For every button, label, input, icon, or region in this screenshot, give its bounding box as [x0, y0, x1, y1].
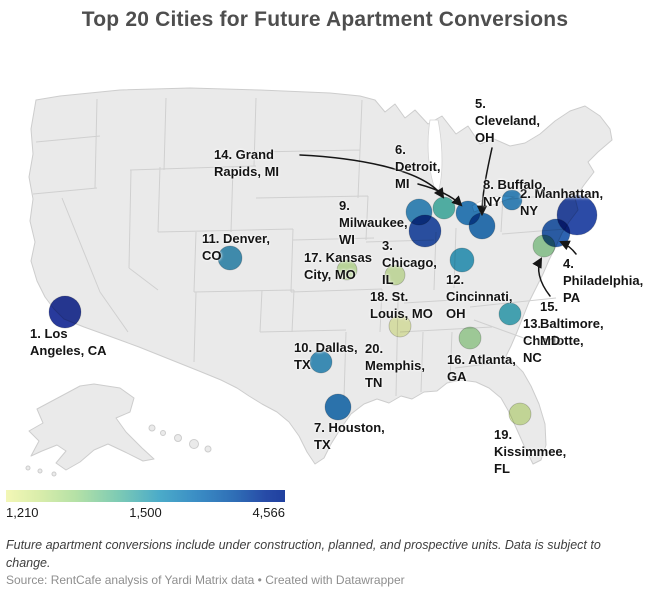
chart-source: Source: RentCafe analysis of Yardi Matri… [6, 573, 405, 587]
aleutian-island [51, 471, 57, 477]
city-circle-los-angeles-ca[interactable] [48, 295, 82, 329]
hawaii-island [204, 445, 212, 453]
alaska-shape [28, 383, 155, 471]
city-circle-atlanta-ga[interactable] [458, 326, 482, 350]
legend-labels: 1,210 1,500 4,566 [6, 505, 285, 520]
city-circle-houston-tx[interactable] [324, 393, 352, 421]
city-circle-buffalo-ny[interactable] [501, 189, 523, 211]
city-circle-memphis-tn[interactable] [388, 314, 412, 338]
city-circle-manhattan-ny[interactable] [556, 194, 598, 236]
label-arrow-grand-rapids-mi [299, 154, 445, 199]
label-arrow-cleveland-oh [476, 147, 493, 217]
city-circle-chicago-il[interactable] [408, 214, 442, 248]
legend-mid-label: 1,500 [129, 505, 162, 520]
city-circle-dallas-tx[interactable] [309, 350, 333, 374]
color-legend: 1,210 1,500 4,566 [6, 490, 285, 520]
chart-note: Future apartment conversions include und… [6, 538, 601, 571]
hawaii-island [160, 430, 166, 436]
hawaii-island [189, 439, 199, 449]
city-circle-cleveland-oh[interactable] [468, 212, 496, 240]
state-borders [32, 97, 575, 399]
us-mainland-shape [28, 87, 613, 465]
hawaii-island [148, 424, 156, 432]
city-circle-denver-co[interactable] [217, 245, 243, 271]
city-circle-charlotte-nc[interactable] [498, 302, 522, 326]
city-circle-kansas-city-mo[interactable] [336, 259, 358, 281]
city-circle-grand-rapids-mi[interactable] [432, 196, 456, 220]
city-circle-cincinnati-oh[interactable] [449, 247, 475, 273]
city-circle-st-louis-mo[interactable] [384, 264, 406, 286]
aleutian-island [37, 468, 43, 474]
legend-max-label: 4,566 [252, 505, 285, 520]
label-arrows-layer [299, 147, 577, 297]
legend-gradient-bar [6, 490, 285, 502]
aleutian-island [25, 465, 31, 471]
hawaii-island [174, 434, 182, 442]
chart-title: Top 20 Cities for Future Apartment Conve… [81, 8, 569, 31]
label-arrow-baltimore-md [532, 257, 551, 297]
label-arrow-philadelphia-pa [559, 240, 577, 255]
legend-min-label: 1,210 [6, 505, 39, 520]
city-circle-kissimmee-fl[interactable] [508, 402, 532, 426]
city-circles-layer [48, 189, 598, 426]
